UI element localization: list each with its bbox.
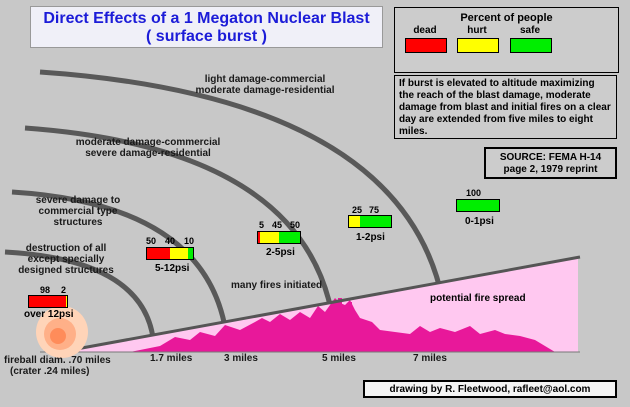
casualty-bar-5-12psi	[146, 247, 194, 260]
zone-severe-line1: severe damage to	[35, 195, 121, 206]
zone-light-line1: light damage-commercial	[204, 74, 326, 85]
bar3-pct1: 75	[369, 205, 380, 215]
distance-5: 5 miles	[322, 353, 356, 364]
bar2-pct2: 50	[290, 220, 301, 230]
ground-line	[59, 255, 581, 354]
bar-segment-dead	[147, 248, 170, 259]
legend-label-safe: safe	[519, 25, 540, 36]
altitude-note: If burst is elevated to altitude maximiz…	[394, 75, 617, 139]
legend: Percent of people dead hurt safe	[394, 7, 619, 73]
fireball	[36, 306, 88, 358]
distance-1-7: 1.7 miles	[150, 353, 193, 364]
title-line1: Direct Effects of a 1 Megaton Nuclear Bl…	[43, 10, 370, 27]
bar4-pct0: 100	[466, 188, 482, 198]
casualty-bar-1-2psi	[348, 215, 392, 228]
casualty-bar-0-1psi	[456, 199, 500, 212]
legend-label-dead: dead	[413, 25, 437, 36]
bar0-pct0: 98	[40, 285, 51, 295]
bar-segment-hurt	[260, 232, 279, 243]
fires-initiated-label: many fires initiated	[231, 280, 323, 291]
zone-label-destruction: destruction of all except specially desi…	[6, 243, 126, 276]
psi-over-12: over 12psi	[24, 309, 74, 320]
casualty-bar-2-5psi	[257, 231, 301, 244]
psi-1-2: 1-2psi	[356, 232, 385, 243]
arc-1-7-miles	[4, 249, 157, 349]
bar-segment-dead	[29, 296, 67, 307]
legend-title: Percent of people	[460, 12, 553, 24]
legend-swatch-hurt	[457, 38, 499, 53]
title-line2: ( surface burst )	[146, 28, 267, 45]
legend-swatch-dead	[405, 38, 447, 53]
fireball-label: fireball diam. .70 miles (crater .24 mil…	[4, 355, 129, 377]
zone-moderate-line1: moderate damage-commercial	[75, 137, 221, 148]
zone-moderate-line2: severe damage-residential	[85, 148, 211, 159]
bar-segment-dead	[258, 232, 261, 243]
zone-label-light: light damage-commercial moderate damage-…	[170, 74, 360, 96]
bar-segment-safe	[457, 200, 499, 211]
bar2-pct0: 5	[259, 220, 265, 230]
source-box: SOURCE: FEMA H-14 page 2, 1979 reprint	[484, 147, 617, 179]
bar-segment-safe	[188, 248, 193, 259]
bar1-pct1: 40	[165, 236, 176, 246]
source-line1: SOURCE: FEMA H-14	[499, 152, 602, 163]
city-skyline	[130, 298, 555, 352]
bar1-pct0: 50	[146, 236, 157, 246]
bar-segment-safe	[278, 232, 300, 243]
psi-0-1: 0-1psi	[465, 216, 494, 227]
bar-segment-hurt	[66, 296, 67, 307]
fire-spread-label: potential fire spread	[430, 293, 526, 304]
distance-7: 7 miles	[413, 353, 447, 364]
bar0-pct1: 2	[61, 285, 67, 295]
zone-label-severe: severe damage to commercial type structu…	[18, 195, 138, 228]
psi-5-12: 5-12psi	[155, 263, 190, 274]
legend-label-hurt: hurt	[467, 25, 487, 36]
arc-3-miles	[11, 189, 231, 353]
credit-box: drawing by R. Fleetwood, rafleet@aol.com	[363, 380, 617, 398]
bar3-pct0: 25	[352, 205, 363, 215]
distance-3: 3 miles	[224, 353, 258, 364]
legend-swatch-safe	[510, 38, 552, 53]
zone-severe-line3: structures	[53, 217, 103, 228]
zone-label-moderate: moderate damage-commercial severe damage…	[58, 137, 238, 159]
bar1-pct2: 10	[184, 236, 195, 246]
title-box: Direct Effects of a 1 Megaton Nuclear Bl…	[30, 6, 383, 48]
source-line2: page 2, 1979 reprint	[503, 164, 598, 175]
arc-5-miles	[24, 125, 339, 353]
zone-light-line2: moderate damage-residential	[195, 85, 335, 96]
casualty-bar-over-12psi	[28, 295, 68, 308]
zone-destruction-line2: except specially	[27, 254, 105, 265]
fireball-line1: fireball diam. .70 miles	[4, 355, 111, 366]
bar-segment-safe	[359, 216, 391, 227]
fireball-line2: (crater .24 miles)	[10, 366, 90, 377]
zone-destruction-line3: designed structures	[18, 265, 114, 276]
bar-segment-hurt	[349, 216, 360, 227]
bar2-pct1: 45	[272, 220, 283, 230]
zone-destruction-line1: destruction of all	[25, 243, 107, 254]
zone-severe-line2: commercial type	[38, 206, 118, 217]
psi-2-5: 2-5psi	[266, 247, 295, 258]
bar-segment-hurt	[170, 248, 189, 259]
